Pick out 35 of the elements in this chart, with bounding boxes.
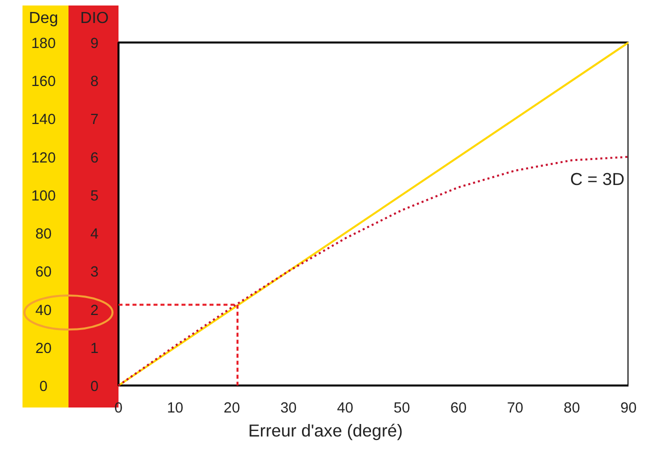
line-series: [118, 156, 628, 386]
x-tick-label: 70: [507, 400, 524, 416]
y2-tick-label: 20: [35, 340, 52, 357]
y-tick-label: 7: [90, 112, 99, 128]
y2-tick-label: 60: [35, 264, 52, 281]
x-tick-label: 20: [224, 400, 240, 416]
y-tick-label: 6: [90, 150, 99, 166]
x-tick-label: 30: [280, 400, 297, 416]
x-axis-title: Erreur d'axe (degré): [248, 420, 403, 440]
x-tick-label: 50: [394, 400, 410, 416]
y2-tick-label: 140: [31, 112, 56, 128]
x-tick-label: 60: [450, 400, 467, 416]
x-tick-label: 10: [167, 400, 184, 416]
y-tick-label: 5: [90, 188, 99, 204]
series-label: C = 3D: [570, 168, 625, 189]
y-tick-label: 3: [90, 264, 99, 281]
y-tick-label: 0: [90, 379, 99, 395]
y2-tick-label: 160: [31, 74, 56, 90]
y2-tick-label: 100: [31, 188, 56, 204]
x-tick-label: 90: [620, 400, 637, 416]
y-tick-label: 2: [90, 302, 99, 319]
y2-tick-label: 180: [31, 36, 56, 52]
y2-tick-label: 40: [35, 302, 52, 319]
y2-tick-label: 80: [35, 226, 52, 243]
y-tick-label: 9: [90, 36, 99, 52]
y-axis-title: DIO: [80, 10, 109, 27]
y2-tick-label: 120: [31, 150, 56, 166]
x-tick-label: 40: [337, 400, 354, 416]
y-tick-label: 8: [90, 74, 99, 90]
y2-tick-label: 0: [39, 379, 48, 395]
y-tick-label: 4: [90, 226, 99, 243]
y-tick-label: 1: [90, 340, 99, 357]
x-tick-label: 0: [114, 400, 123, 416]
x-tick-label: 80: [564, 400, 580, 416]
y2-axis-title: Deg: [28, 10, 58, 27]
